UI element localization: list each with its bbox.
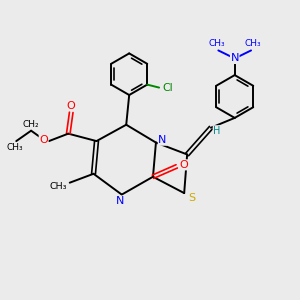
Text: H: H <box>213 126 220 136</box>
Text: O: O <box>39 135 48 145</box>
Text: S: S <box>188 193 195 202</box>
Text: CH₃: CH₃ <box>7 143 23 152</box>
Text: CH₂: CH₂ <box>23 120 39 129</box>
Text: CH₃: CH₃ <box>208 39 225 48</box>
Text: O: O <box>67 101 76 111</box>
Text: N: N <box>230 53 239 64</box>
Text: N: N <box>116 196 124 206</box>
Text: CH₃: CH₃ <box>50 182 67 191</box>
Text: CH₃: CH₃ <box>244 39 261 48</box>
Text: Cl: Cl <box>162 83 173 93</box>
Text: N: N <box>158 135 167 145</box>
Text: O: O <box>179 160 188 170</box>
